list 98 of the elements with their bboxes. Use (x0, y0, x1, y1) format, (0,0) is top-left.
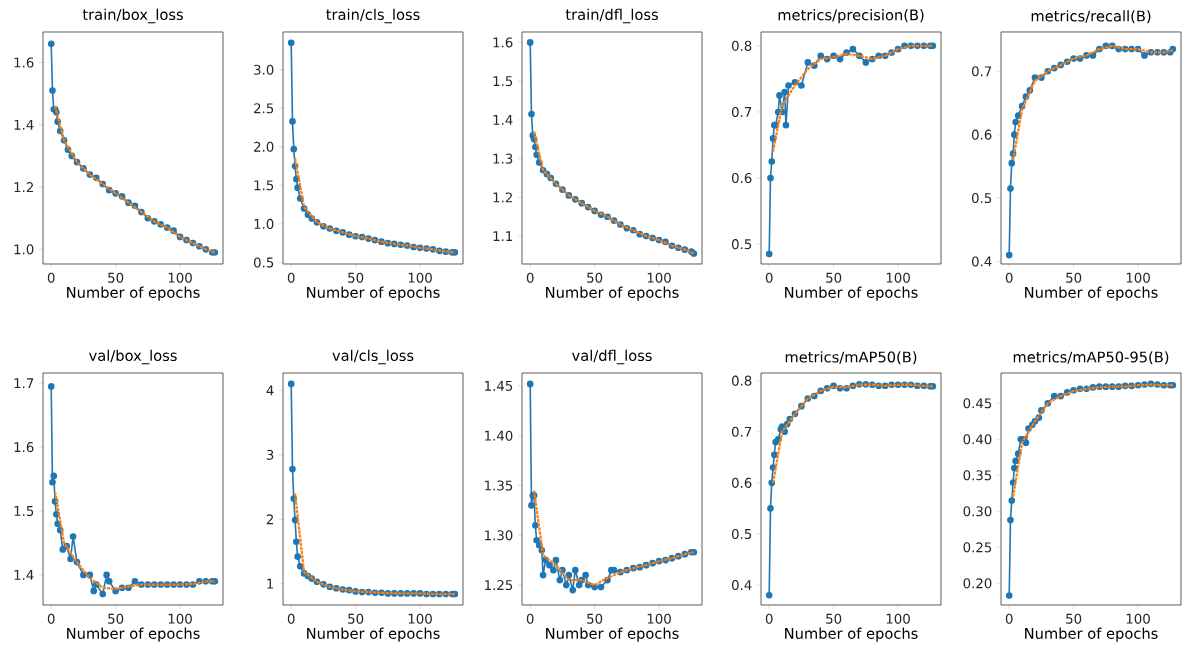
y-tick-label: 0.8 (731, 375, 752, 386)
y-tick-label: 1.2 (493, 192, 512, 203)
y-tick-label: 0.5 (971, 193, 992, 204)
y-tick-label: 1.4 (14, 119, 34, 130)
chart-title: metrics/mAP50-95(B) (1013, 351, 1169, 365)
x-axis-title: Number of epochs (67, 286, 200, 301)
x-tick-label: 0 (287, 272, 295, 283)
x-tick-label: 100 (168, 613, 192, 624)
y-tick-label: 1.25 (485, 580, 513, 591)
y-tick-label: 0.7 (731, 426, 752, 437)
x-tick-label: 50 (108, 613, 124, 624)
x-axis-title: Number of epochs (307, 286, 440, 301)
y-tick-label: 3.0 (254, 64, 274, 75)
x-tick-label: 50 (587, 613, 603, 624)
x-tick-label: 50 (348, 613, 364, 624)
y-tick-label: 1.6 (14, 57, 34, 68)
y-tick-label: 1.3 (493, 153, 513, 164)
y-tick-label: 0.7 (731, 106, 752, 118)
x-axis-title: Number of epochs (546, 627, 679, 642)
x-tick-label: 100 (408, 613, 432, 624)
chart-title: val/cls_loss (332, 349, 414, 365)
x-tick-label: 0 (526, 272, 534, 283)
x-tick-label: 100 (886, 272, 910, 283)
y-tick-label: 0.5 (731, 528, 752, 539)
y-tick-label: 1.45 (485, 380, 513, 391)
chart-title: metrics/precision(B) (778, 9, 924, 24)
y-tick-label: 0.30 (963, 506, 992, 517)
x-axis-title: Number of epochs (67, 627, 200, 642)
x-tick-label: 50 (348, 272, 364, 283)
x-tick-label: 50 (826, 613, 842, 624)
x-tick-label: 50 (108, 272, 124, 283)
y-tick-label: 0.8 (731, 40, 752, 51)
x-axis-title: Number of epochs (785, 286, 918, 301)
x-tick-label: 50 (1066, 613, 1082, 624)
y-tick-label: 1.35 (485, 480, 513, 491)
chart-title: val/box_loss (89, 349, 177, 365)
chart-title: val/dfl_loss (572, 349, 652, 365)
chart-title: metrics/mAP50(B) (785, 351, 917, 365)
x-tick-label: 0 (526, 613, 534, 624)
y-tick-label: 1.4 (14, 570, 34, 580)
y-tick-label: 0.5 (731, 239, 752, 250)
y-tick-label: 2 (266, 514, 273, 525)
x-tick-label: 100 (408, 272, 432, 283)
chart-title: train/dfl_loss (565, 8, 658, 24)
x-tick-label: 50 (587, 272, 603, 283)
x-axis-title: Number of epochs (307, 627, 440, 642)
y-tick-label: 1.0 (254, 218, 274, 229)
x-tick-label: 0 (47, 613, 55, 624)
y-tick-label: 0.7 (971, 66, 992, 77)
y-tick-label: 0.6 (971, 129, 992, 140)
x-tick-label: 100 (886, 613, 910, 624)
y-tick-label: 0.6 (731, 173, 752, 184)
y-tick-label: 1.6 (493, 37, 513, 48)
chart-title: train/box_loss (82, 8, 183, 24)
y-tick-label: 1.40 (485, 430, 513, 441)
x-tick-label: 50 (1066, 272, 1082, 283)
y-tick-label: 1.6 (14, 442, 34, 453)
y-tick-label: 1.1 (493, 231, 513, 241)
y-tick-label: 0.6 (731, 477, 752, 488)
x-tick-label: 100 (647, 613, 671, 624)
y-tick-label: 1.5 (493, 76, 513, 87)
y-tick-label: 1.2 (14, 182, 33, 193)
y-tick-label: 1 (267, 578, 274, 589)
y-tick-label: 1.4 (493, 115, 513, 125)
x-tick-label: 0 (1005, 613, 1013, 624)
x-tick-label: 50 (826, 272, 842, 283)
y-tick-label: 4 (266, 385, 274, 396)
y-tick-label: 0.4 (971, 256, 992, 267)
y-tick-label: 2.5 (254, 103, 274, 114)
x-axis-title: Number of epochs (785, 627, 918, 642)
y-tick-label: 0.45 (963, 398, 992, 409)
x-tick-label: 100 (1126, 613, 1150, 624)
x-tick-label: 100 (168, 272, 192, 283)
y-tick-label: 1.5 (254, 180, 274, 191)
y-tick-label: 1.5 (14, 506, 34, 516)
x-tick-label: 0 (1005, 272, 1013, 283)
y-tick-label: 0.35 (963, 470, 992, 481)
y-tick-label: 3 (266, 449, 274, 460)
y-tick-label: 0.20 (963, 578, 992, 589)
y-tick-label: 2.0 (254, 141, 274, 152)
y-tick-label: 1.7 (14, 378, 34, 389)
y-tick-label: 0.5 (253, 257, 274, 268)
chart-title: train/cls_loss (326, 8, 420, 24)
x-tick-label: 100 (647, 272, 671, 283)
x-tick-label: 0 (765, 613, 773, 624)
x-axis-title: Number of epochs (1025, 286, 1158, 301)
y-tick-label: 1.0 (14, 244, 34, 255)
x-axis-title: Number of epochs (1025, 627, 1158, 642)
y-tick-label: 0.4 (731, 580, 752, 591)
chart-title: metrics/recall(B) (1031, 10, 1151, 24)
x-tick-label: 0 (47, 272, 55, 283)
x-tick-label: 0 (765, 272, 773, 283)
x-tick-label: 100 (1126, 272, 1150, 283)
x-axis-title: Number of epochs (546, 286, 679, 301)
y-tick-label: 0.25 (963, 542, 992, 553)
y-tick-label: 1.30 (485, 530, 513, 541)
x-tick-label: 0 (287, 613, 295, 624)
y-tick-label: 0.40 (963, 434, 992, 445)
